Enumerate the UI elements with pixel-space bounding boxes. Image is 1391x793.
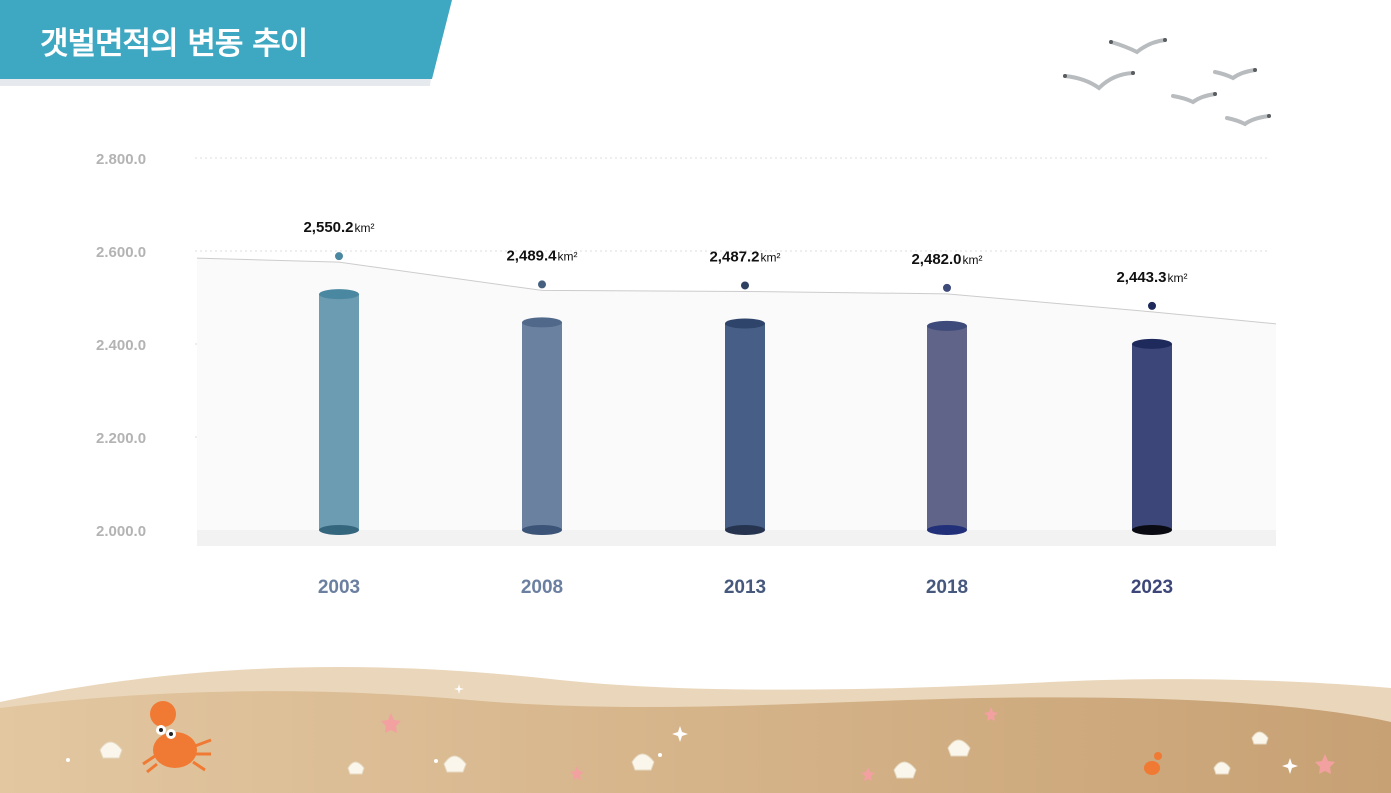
crab-icon <box>142 701 212 774</box>
trend-dot <box>1148 301 1156 310</box>
bar-top <box>927 320 967 331</box>
banner-shape <box>0 0 452 79</box>
bar <box>927 325 967 530</box>
bar-top <box>1132 338 1172 349</box>
category-label: 2003 <box>318 577 360 598</box>
sparkle-icons <box>66 684 1298 774</box>
trend-dot <box>538 280 546 289</box>
bar-chart: 2.800.0 2.600.0 2.400.0 2.200.0 2.000.0 2,55… <box>96 151 1277 598</box>
bar <box>725 323 765 530</box>
bar-bottom <box>319 525 359 535</box>
trend-dot <box>741 281 749 290</box>
trend-dots <box>335 252 1156 310</box>
small-crab-icon <box>1144 752 1162 775</box>
y-tick-label: 2.000.0 <box>96 523 146 540</box>
value-labels: 2,550.2km² 2,489.4km² 2,487.2km² 2,482.0km²… <box>303 219 1187 286</box>
trend-line <box>196 257 1277 325</box>
bar-bottom <box>1132 525 1172 535</box>
bar-top <box>725 318 765 329</box>
bar <box>319 294 359 530</box>
bar-top <box>319 289 359 300</box>
y-tick-label: 2.400.0 <box>96 337 146 354</box>
category-label: 2013 <box>724 577 766 598</box>
y-axis-ticks: 2.800.0 2.600.0 2.400.0 2.200.0 2.000.0 <box>96 151 146 540</box>
page-title: 갯벌면적의 변동 추이 <box>40 26 308 62</box>
category-label: 2023 <box>1131 577 1173 598</box>
chart-floor <box>197 528 1276 546</box>
value-label: 2,443.3km² <box>1116 269 1187 286</box>
trend-dot <box>943 283 951 292</box>
beach-illustration <box>0 667 1391 793</box>
y-tick-label: 2.800.0 <box>96 151 146 168</box>
bar-bottom <box>522 525 562 535</box>
starfish-icons <box>381 707 1335 781</box>
bar-top <box>522 317 562 328</box>
seagulls-illustration <box>1063 38 1271 127</box>
bars <box>319 289 1172 535</box>
x-axis-categories: 2003 2008 2013 2018 2023 <box>318 577 1173 598</box>
category-label: 2008 <box>521 577 563 598</box>
bar-bottom <box>927 525 967 535</box>
title-banner <box>0 0 452 86</box>
value-label: 2,482.0km² <box>911 251 982 268</box>
trend-dot <box>335 252 343 261</box>
value-label: 2,489.4km² <box>506 247 577 264</box>
value-label: 2,487.2km² <box>709 248 780 265</box>
y-tick-label: 2.200.0 <box>96 430 146 447</box>
category-label: 2018 <box>926 577 968 598</box>
bar-bottom <box>725 525 765 535</box>
bar <box>1132 343 1172 530</box>
value-label: 2,550.2km² <box>303 219 374 236</box>
y-tick-label: 2.600.0 <box>96 244 146 261</box>
bar <box>522 322 562 530</box>
shell-icons <box>99 731 1269 779</box>
